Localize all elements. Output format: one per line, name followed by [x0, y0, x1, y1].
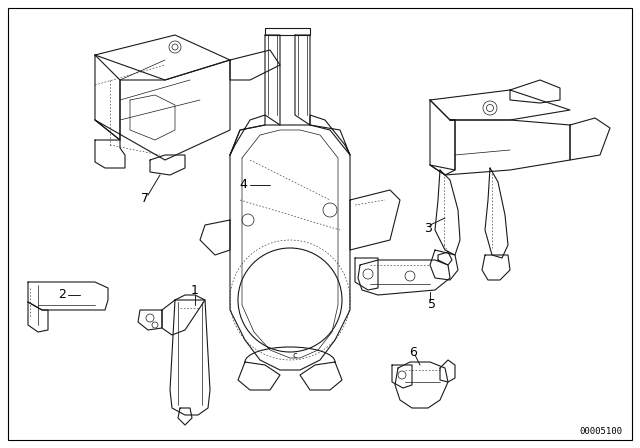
Text: 4: 4 — [239, 178, 247, 191]
Polygon shape — [230, 125, 350, 370]
Text: 3: 3 — [424, 221, 432, 234]
Polygon shape — [430, 120, 570, 175]
Polygon shape — [430, 250, 458, 280]
Polygon shape — [95, 55, 120, 140]
Polygon shape — [265, 35, 280, 125]
Text: 1: 1 — [191, 284, 199, 297]
Polygon shape — [310, 115, 350, 155]
Polygon shape — [95, 60, 230, 160]
Polygon shape — [28, 282, 108, 310]
Polygon shape — [430, 100, 455, 175]
Polygon shape — [28, 302, 48, 332]
Polygon shape — [392, 365, 412, 388]
Polygon shape — [178, 408, 192, 425]
Polygon shape — [570, 118, 610, 160]
Polygon shape — [230, 115, 265, 155]
Polygon shape — [482, 255, 510, 280]
Polygon shape — [300, 362, 342, 390]
Polygon shape — [510, 80, 560, 103]
Text: 6: 6 — [409, 346, 417, 359]
Text: c: c — [292, 350, 298, 359]
Polygon shape — [430, 90, 570, 120]
Polygon shape — [150, 155, 185, 175]
Text: 2: 2 — [58, 289, 66, 302]
Polygon shape — [358, 260, 450, 295]
Polygon shape — [170, 295, 210, 415]
Polygon shape — [355, 258, 378, 290]
Polygon shape — [295, 35, 310, 125]
Polygon shape — [138, 310, 162, 330]
Polygon shape — [438, 252, 452, 265]
Polygon shape — [435, 170, 460, 255]
Polygon shape — [350, 190, 400, 250]
Polygon shape — [485, 168, 508, 258]
Polygon shape — [440, 360, 455, 382]
Polygon shape — [265, 28, 310, 35]
Polygon shape — [230, 50, 280, 80]
Text: 7: 7 — [141, 191, 149, 204]
Polygon shape — [395, 362, 448, 408]
Polygon shape — [95, 35, 230, 80]
Text: 5: 5 — [428, 297, 436, 310]
Text: 00005100: 00005100 — [579, 427, 622, 436]
Polygon shape — [95, 140, 125, 168]
Polygon shape — [162, 300, 205, 335]
Polygon shape — [238, 362, 280, 390]
Polygon shape — [200, 220, 230, 255]
